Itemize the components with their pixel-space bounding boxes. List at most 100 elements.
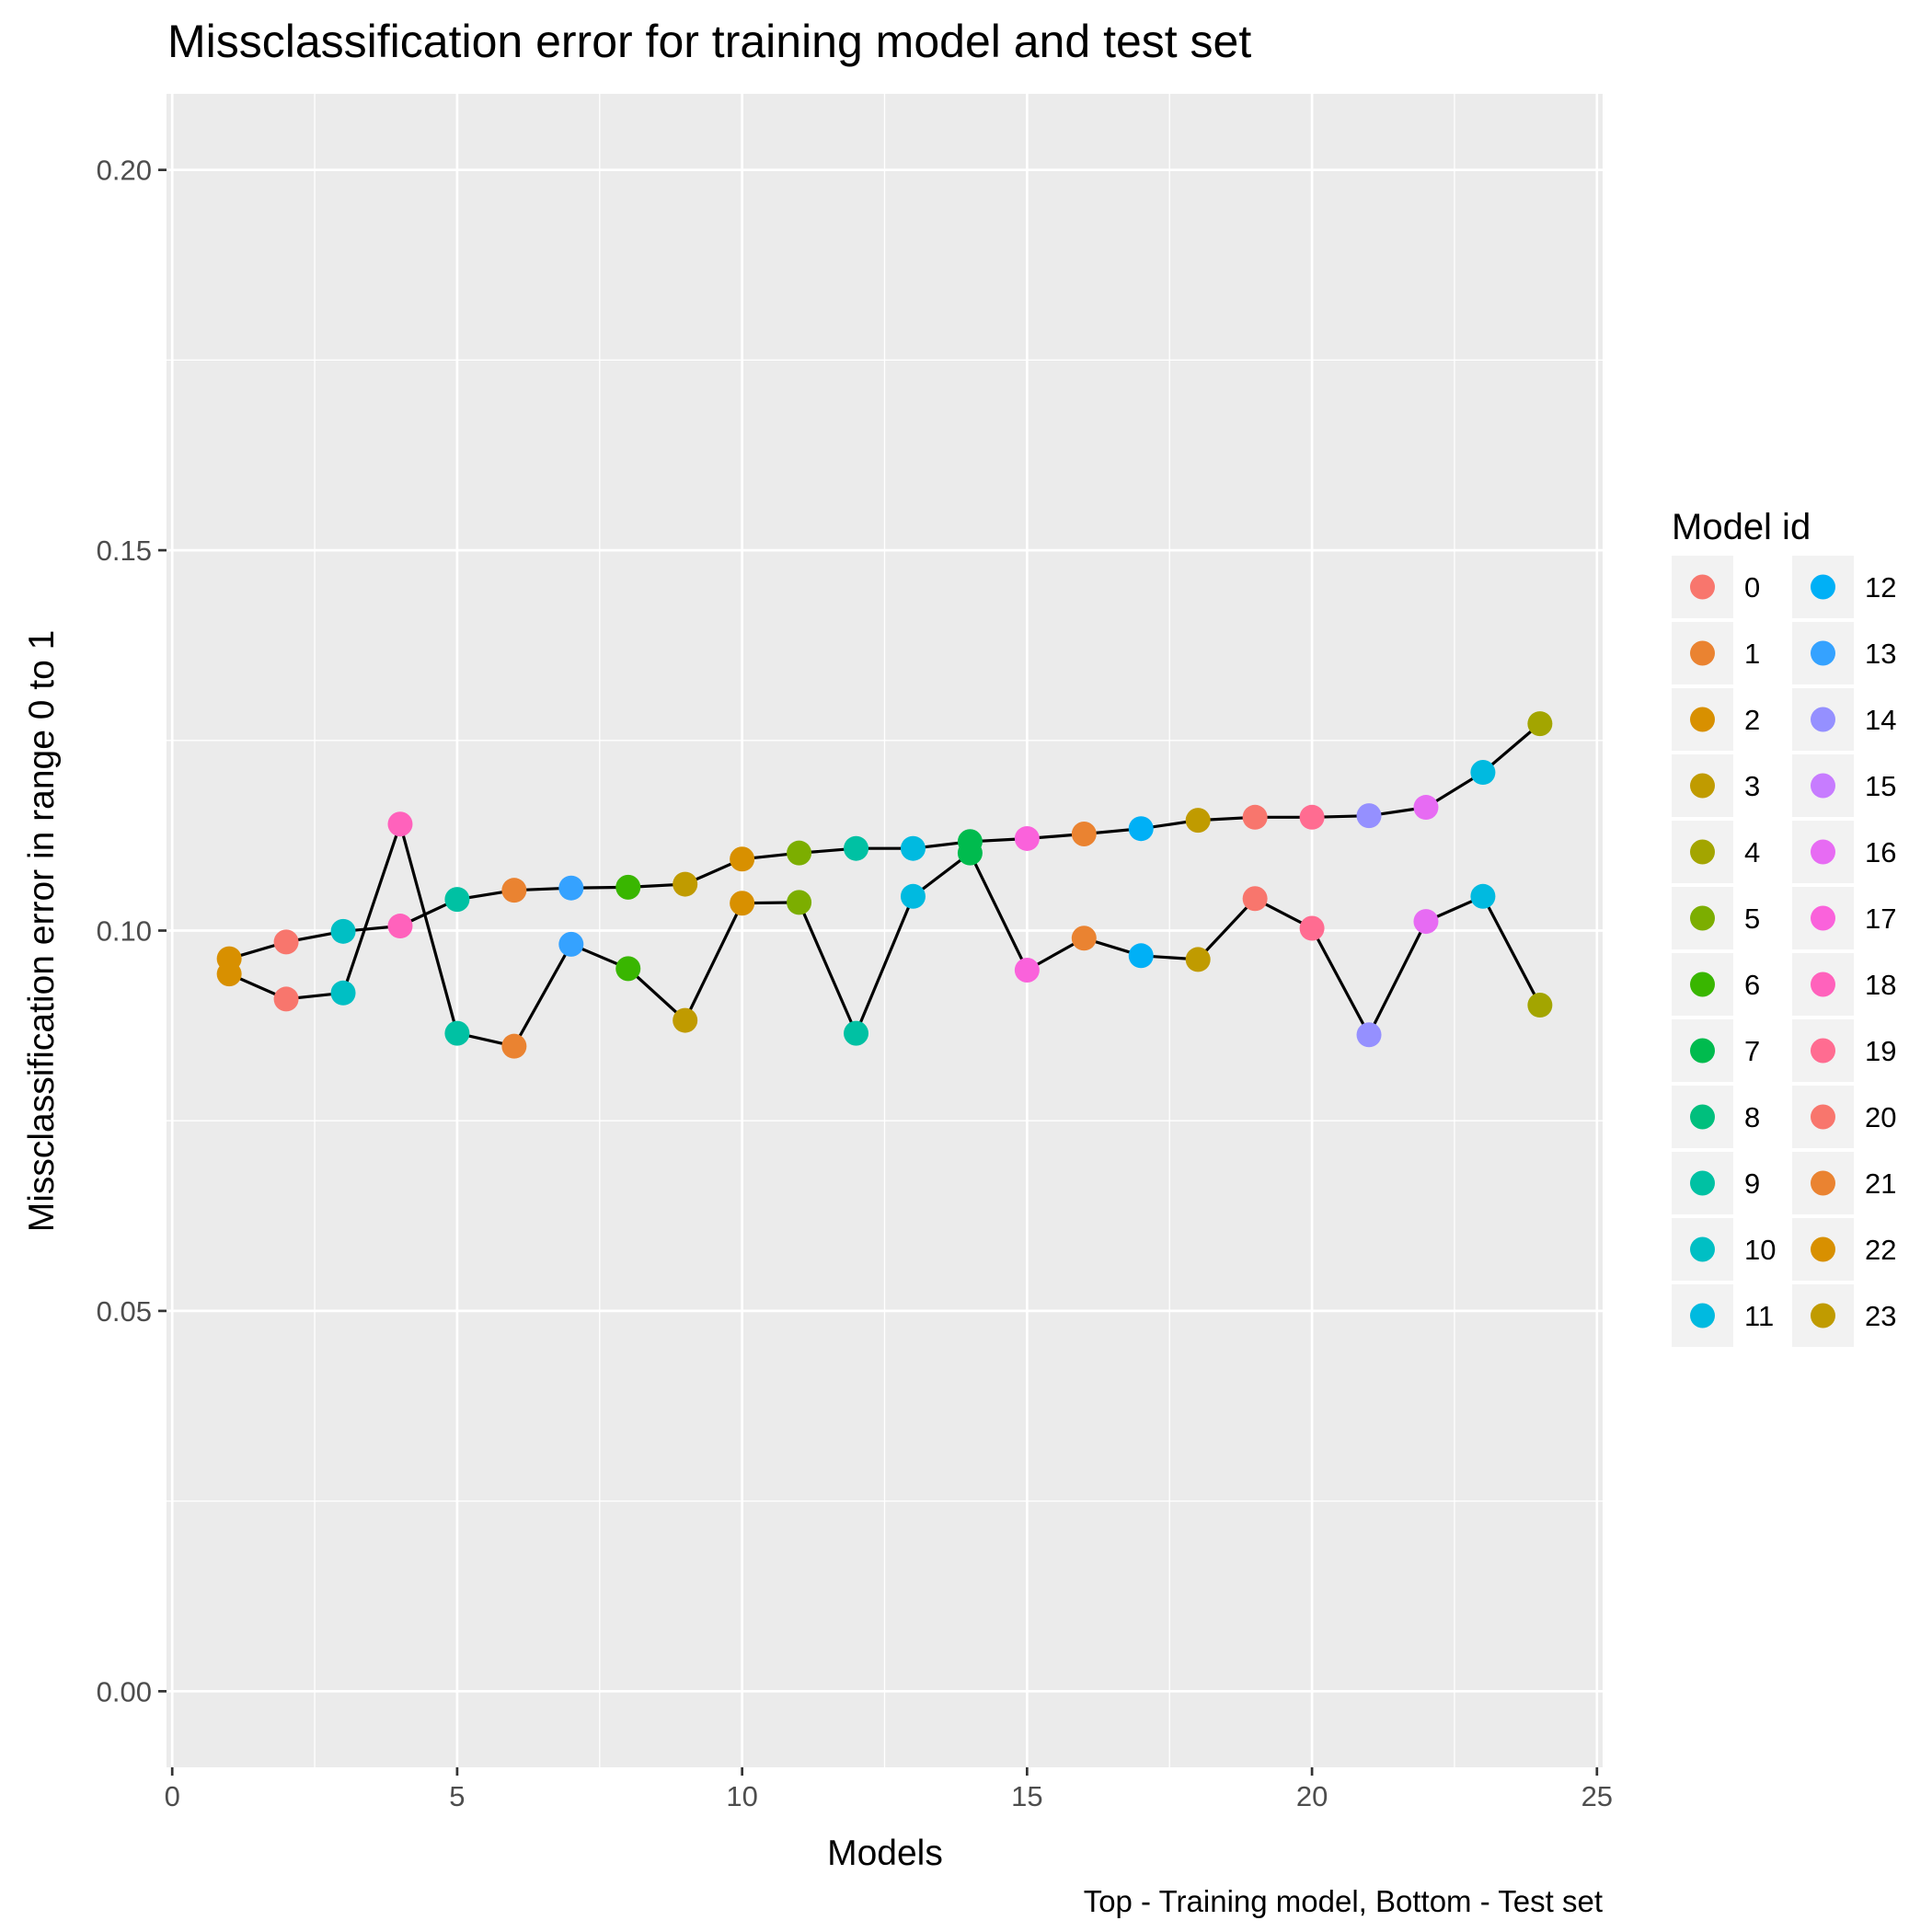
test-point (615, 956, 641, 982)
legend-label: 16 (1865, 836, 1896, 868)
legend-label: 13 (1865, 638, 1896, 670)
test-point (730, 891, 755, 916)
training-point (387, 914, 413, 939)
legend-label: 1 (1744, 638, 1760, 670)
legend-label: 10 (1744, 1234, 1776, 1266)
training-point (900, 835, 926, 861)
legend-label: 9 (1744, 1167, 1760, 1200)
legend-label: 6 (1744, 969, 1760, 1001)
test-point (673, 1007, 698, 1033)
legend-key-point (1690, 1038, 1715, 1064)
training-point (730, 846, 755, 872)
training-point (273, 929, 299, 955)
test-point (957, 840, 983, 866)
training-point (1527, 711, 1553, 737)
x-tick-label: 0 (165, 1780, 180, 1812)
series-points (216, 711, 1553, 1059)
legend-key-point (1811, 1170, 1835, 1196)
legend-label: 15 (1865, 770, 1896, 802)
legend-key-point (1811, 773, 1835, 799)
legend-key-point (1811, 1236, 1835, 1262)
test-point (900, 883, 926, 909)
legend-title: Model id (1672, 507, 1811, 547)
legend-label: 22 (1865, 1234, 1896, 1266)
legend-key-point (1690, 707, 1715, 732)
training-point (558, 875, 584, 901)
training-point (1413, 795, 1439, 821)
test-point (1071, 926, 1097, 951)
y-tick-label: 0.00 (97, 1675, 152, 1708)
test-point (1470, 883, 1496, 909)
test-point (444, 1020, 470, 1046)
training-point (1356, 803, 1382, 829)
training-point (615, 874, 641, 900)
test-point (501, 1033, 527, 1059)
training-point (1242, 804, 1268, 830)
legend-label: 20 (1865, 1101, 1896, 1133)
legend-label: 2 (1744, 704, 1760, 736)
legend-key-point (1690, 640, 1715, 666)
legend-key-point (1690, 1236, 1715, 1262)
training-point (1185, 808, 1211, 834)
test-point (1242, 886, 1268, 912)
test-point (787, 890, 812, 915)
test-point (1299, 915, 1325, 941)
legend-label: 3 (1744, 770, 1760, 802)
training-point (1071, 821, 1097, 846)
legend-key-point (1811, 707, 1835, 732)
training-point (501, 878, 527, 903)
training-point (1128, 816, 1154, 842)
test-point (1014, 957, 1040, 983)
legend-key-point (1690, 1104, 1715, 1130)
x-tick-label: 20 (1296, 1780, 1328, 1812)
legend-label: 14 (1865, 704, 1896, 736)
legend-key-point (1811, 1038, 1835, 1064)
test-point (1356, 1022, 1382, 1048)
test-point (387, 811, 413, 837)
legend-key-point (1690, 1303, 1715, 1328)
legend-label: 12 (1865, 571, 1896, 604)
legend-label: 21 (1865, 1167, 1896, 1200)
legend-label: 7 (1744, 1035, 1760, 1067)
tick-labels: 0 5 10 15 20 25 0.00 0.05 0.10 0.15 0.20 (97, 155, 1613, 1812)
training-point (1299, 804, 1325, 830)
legend-key-point (1811, 839, 1835, 865)
x-tick-label: 10 (726, 1780, 757, 1812)
test-point (1185, 947, 1211, 972)
caption: Top - Training model, Bottom - Test set (1084, 1884, 1603, 1918)
training-point (330, 918, 356, 944)
legend-key-point (1811, 905, 1835, 931)
legend-label: 17 (1865, 903, 1896, 935)
test-point (844, 1020, 869, 1046)
test-point (1413, 909, 1439, 935)
legend-label: 18 (1865, 969, 1896, 1001)
test-point (1527, 993, 1553, 1018)
legend-label: 5 (1744, 903, 1760, 935)
x-tick-label: 25 (1581, 1780, 1613, 1812)
axis-ticks (158, 168, 1599, 1776)
training-point (1014, 825, 1040, 851)
legend-label: 0 (1744, 571, 1760, 604)
x-tick-label: 5 (449, 1780, 465, 1812)
chart-title: Missclassification error for training mo… (167, 16, 1251, 67)
legend-key-point (1690, 574, 1715, 600)
x-axis-title: Models (827, 1834, 943, 1873)
training-point (1470, 760, 1496, 786)
legend-key-point (1690, 773, 1715, 799)
training-point (787, 840, 812, 866)
legend-label: 19 (1865, 1035, 1896, 1067)
test-point (558, 931, 584, 957)
legend-label: 23 (1865, 1300, 1896, 1332)
y-tick-label: 0.05 (97, 1295, 152, 1328)
test-point (273, 986, 299, 1012)
y-axis-title: Missclassification error in range 0 to 1 (22, 630, 62, 1233)
training-point (444, 887, 470, 913)
legend-key-point (1690, 1170, 1715, 1196)
legend-key-point (1811, 1303, 1835, 1328)
y-tick-label: 0.15 (97, 535, 152, 567)
legend-key-point (1690, 905, 1715, 931)
legend-label: 8 (1744, 1101, 1760, 1133)
legend-label: 4 (1744, 836, 1760, 868)
